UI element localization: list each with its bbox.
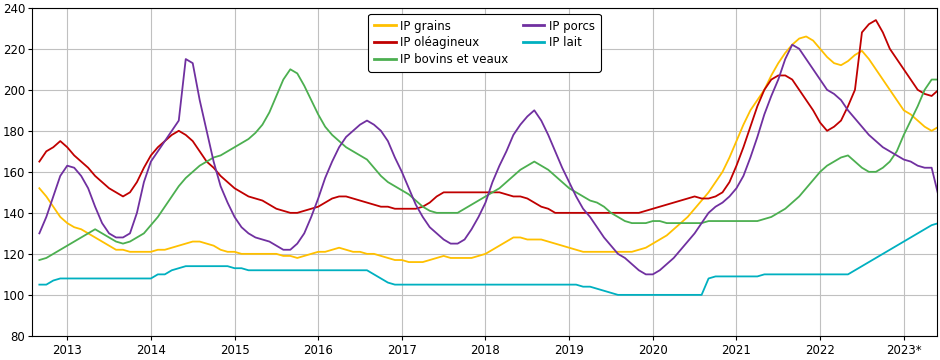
Legend: IP grains, IP oléagineux, IP bovins et veaux, IP porcs, IP lait: IP grains, IP oléagineux, IP bovins et v… — [368, 14, 601, 72]
